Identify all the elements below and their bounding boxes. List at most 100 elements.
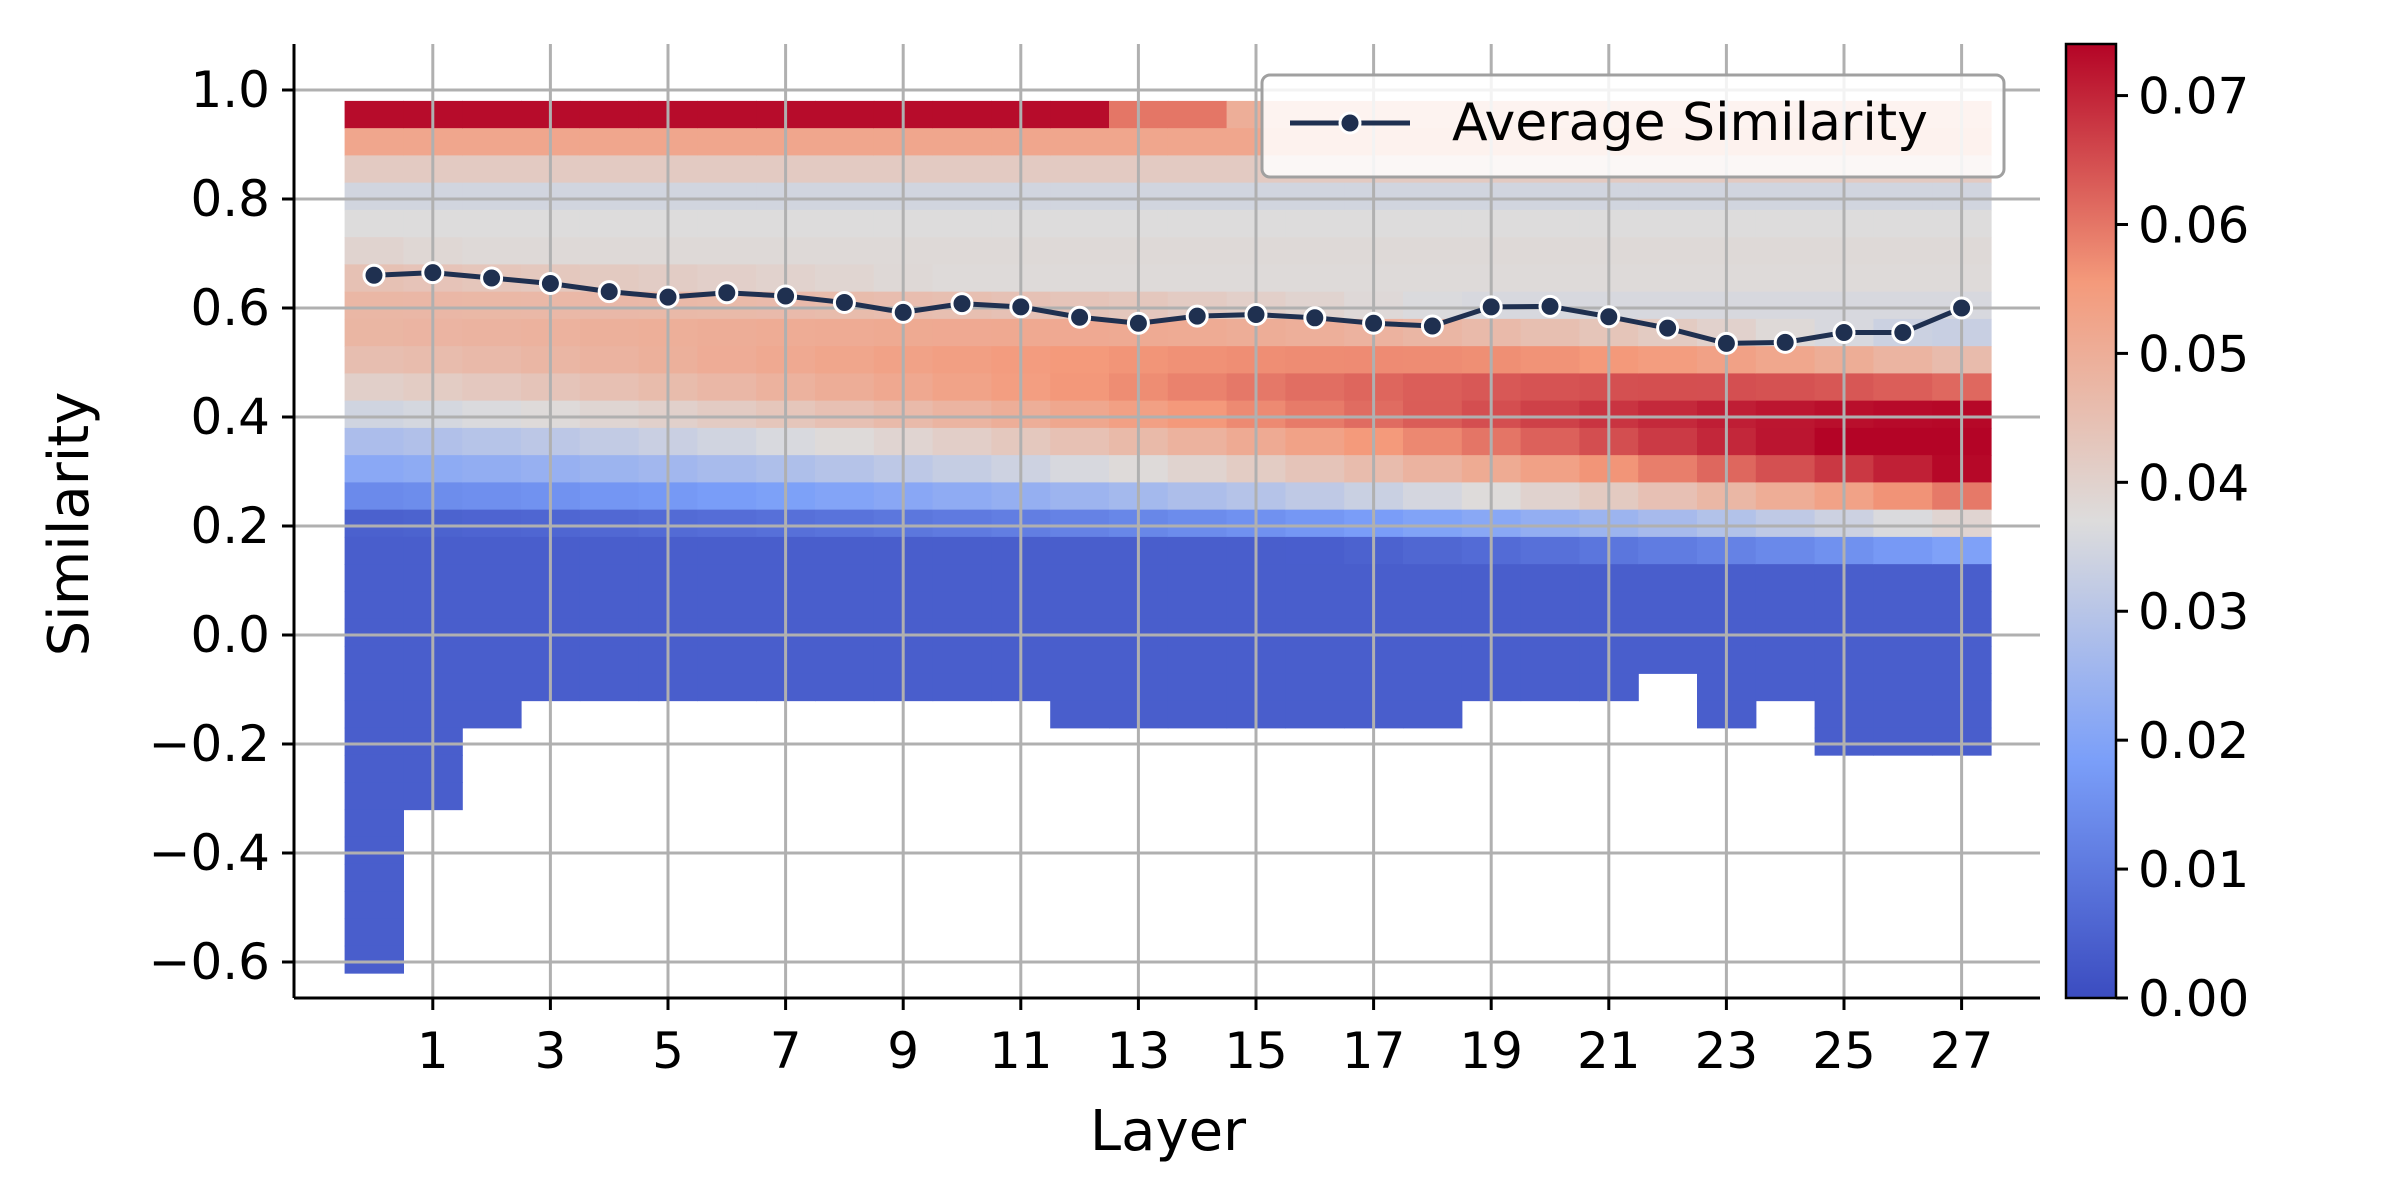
heatmap-cell (815, 591, 875, 620)
heatmap-cell (1638, 209, 1698, 238)
heatmap-cell (1638, 618, 1698, 647)
colorbar (2064, 42, 2118, 1000)
heatmap-cell (1520, 673, 1580, 702)
heatmap-cell (932, 618, 992, 647)
heatmap-cell (815, 618, 875, 647)
heatmap-cell (579, 536, 640, 565)
heatmap-cell (462, 155, 522, 184)
heatmap-cell (462, 673, 522, 702)
legend: Average Similarity (1260, 73, 2006, 179)
heatmap-cell (1050, 373, 1110, 402)
heatmap-cell (462, 128, 522, 157)
average-similarity-point (715, 281, 739, 305)
heatmap-cell (1755, 455, 1816, 484)
average-similarity-point (1714, 331, 1738, 355)
x-tick-label: 17 (1342, 1022, 1406, 1080)
y-tick-label: −0.2 (149, 715, 270, 773)
heatmap-cell (1520, 536, 1580, 565)
heatmap-cell (344, 237, 404, 266)
average-similarity-point (1185, 304, 1209, 328)
heatmap-cell (1167, 645, 1228, 674)
axes (292, 44, 2040, 1000)
x-tick-label: 25 (1812, 1022, 1876, 1080)
heatmap-cell (815, 536, 875, 565)
heatmap-cell (1638, 182, 1698, 211)
heatmap-cell (1050, 209, 1110, 238)
y-tick-label: 0.6 (190, 279, 270, 337)
heatmap-cell (1520, 346, 1580, 375)
heatmap-cell (1167, 618, 1228, 647)
heatmap-cell (1285, 645, 1345, 674)
average-similarity-point (1773, 330, 1797, 354)
heatmap-cell (1285, 373, 1345, 402)
heatmap-cell (1167, 427, 1228, 456)
heatmap-cell (932, 128, 992, 157)
heatmap-cell (1638, 346, 1698, 375)
heatmap-cell (1873, 291, 1933, 320)
heatmap-cell (462, 209, 522, 238)
heatmap-cell (462, 182, 522, 211)
heatmap-cell (1755, 291, 1816, 320)
heatmap-cell (1050, 482, 1110, 511)
average-similarity-point (1597, 305, 1621, 329)
average-similarity-point (1479, 295, 1503, 319)
heatmap-cell (1403, 536, 1463, 565)
heatmap-cell (1638, 400, 1698, 429)
heatmap-cell (1873, 264, 1933, 293)
heatmap-cell (1167, 128, 1228, 157)
colorbar-tick-label: 0.00 (2138, 970, 2249, 1028)
heatmap-cell (579, 618, 640, 647)
average-similarity-point (480, 266, 504, 290)
heatmap-cell (1873, 400, 1933, 429)
colorbar-tick-label: 0.02 (2138, 712, 2249, 770)
heatmap-cell (1050, 536, 1110, 565)
average-similarity-point (1656, 316, 1680, 340)
heatmap-cell (1167, 564, 1228, 593)
heatmap-cell (815, 482, 875, 511)
heatmap-cell (697, 564, 757, 593)
heatmap-cell (1050, 264, 1110, 293)
heatmap-cell (344, 509, 404, 538)
heatmap-cell (932, 509, 992, 538)
average-similarity-point (656, 285, 680, 309)
heatmap-cell (1403, 700, 1463, 729)
heatmap-cell (697, 318, 757, 347)
x-tick-label: 11 (989, 1022, 1053, 1080)
average-similarity-point (1362, 311, 1386, 335)
heatmap-cell (815, 346, 875, 375)
heatmap-cell (1520, 564, 1580, 593)
heatmap-cell (932, 237, 992, 266)
grid-lines (294, 44, 2040, 998)
heatmap-cell (579, 373, 640, 402)
heatmap-cell (932, 155, 992, 184)
heatmap-cell (1050, 673, 1110, 702)
heatmap-cell (1403, 482, 1463, 511)
heatmap-cell (1873, 182, 1933, 211)
average-similarity-point (1244, 303, 1268, 327)
heatmap-cell (697, 237, 757, 266)
heatmap-cell (1403, 591, 1463, 620)
heatmap-cell (815, 673, 875, 702)
heatmap-cell (1873, 509, 1933, 538)
heatmap-cell (1755, 182, 1816, 211)
heatmap-cell (697, 455, 757, 484)
heatmap-cell (462, 427, 522, 456)
heatmap-cell (344, 591, 404, 620)
heatmap-cell (1403, 427, 1463, 456)
heatmap-cell (579, 346, 640, 375)
heatmap-cell (1285, 591, 1345, 620)
heatmap-cell (1285, 618, 1345, 647)
heatmap-cell (1050, 237, 1110, 266)
heatmap-cells (344, 100, 1992, 974)
heatmap-cell (1403, 509, 1463, 538)
heatmap-cell (344, 782, 404, 811)
heatmap-cell (1403, 400, 1463, 429)
heatmap-cell (815, 182, 875, 211)
heatmap-cell (1167, 400, 1228, 429)
heatmap-cell (815, 427, 875, 456)
heatmap-cell (932, 182, 992, 211)
heatmap-cell (1638, 564, 1698, 593)
legend-label: Average Similarity (1452, 93, 1928, 153)
heatmap-cell (1167, 591, 1228, 620)
heatmap-cell (344, 427, 404, 456)
